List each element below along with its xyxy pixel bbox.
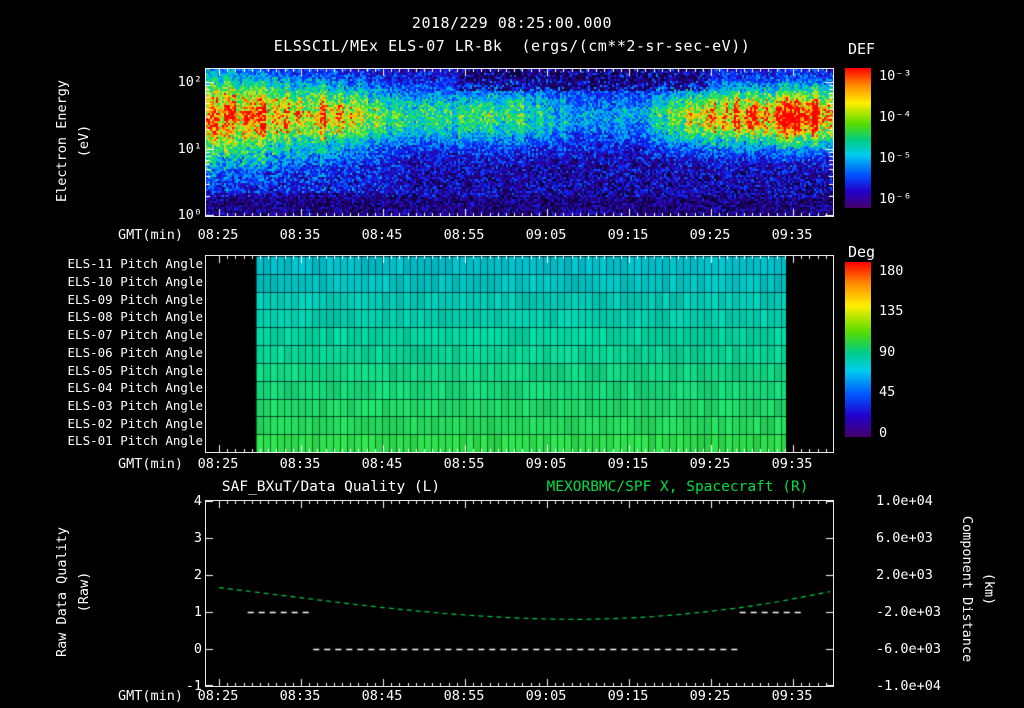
quality-y-tick: 2 <box>193 567 202 583</box>
x-tick: 08:25 <box>197 688 239 704</box>
bottom-left-title: SAF_BXuT/Data Quality (L) <box>221 479 441 495</box>
deg-colorbar <box>845 262 871 437</box>
x-axis-label: GMT(min) <box>117 456 183 472</box>
spectrogram-title: ELSSCIL/MEx ELS-07 LR-Bk (ergs/(cm**2-sr… <box>273 37 751 55</box>
x-tick: 08:35 <box>279 227 321 243</box>
def-colorbar <box>845 68 871 208</box>
quality-y-axis-units: (Raw) <box>76 571 92 613</box>
x-tick: 09:15 <box>607 227 649 243</box>
colorbar-deg-tick: 135 <box>879 303 904 319</box>
x-tick: 09:15 <box>607 688 649 704</box>
pitch-row-label: ELS-02 Pitch Angle <box>67 416 203 431</box>
distance-y-tick: 2.0e+03 <box>876 567 933 583</box>
distance-y-tick: -2.0e+03 <box>876 604 942 620</box>
pitch-row-label: ELS-09 Pitch Angle <box>67 292 203 307</box>
spec-y-axis-units: (eV) <box>76 124 92 158</box>
colorbar-deg-tick: 180 <box>879 263 904 279</box>
quality-y-tick: 4 <box>193 493 202 509</box>
x-tick: 09:05 <box>525 688 567 704</box>
pitch-angle-canvas <box>205 255 834 453</box>
colorbar-deg-tick: 90 <box>879 344 896 360</box>
spec-y-axis-label: Electron Energy <box>54 80 70 202</box>
colorbar-def-tick: 10⁻⁵ <box>879 150 912 166</box>
x-tick: 09:25 <box>689 688 731 704</box>
pitch-row-label: ELS-04 Pitch Angle <box>67 380 203 395</box>
x-tick: 08:45 <box>361 456 403 472</box>
x-tick: 08:35 <box>279 688 321 704</box>
x-tick: 08:35 <box>279 456 321 472</box>
pitch-row-label: ELS-03 Pitch Angle <box>67 398 203 413</box>
quality-y-tick: 1 <box>193 604 202 620</box>
distance-y-tick: -6.0e+03 <box>876 641 942 657</box>
colorbar-def-tick: 10⁻⁴ <box>879 109 912 125</box>
x-axis-label: GMT(min) <box>117 227 183 243</box>
x-tick: 08:25 <box>197 227 239 243</box>
page-title: 2018/229 08:25:00.000 <box>411 14 613 32</box>
x-tick: 08:45 <box>361 227 403 243</box>
spec-y-tick: 10¹ <box>177 141 202 157</box>
colorbar-def-title: DEF <box>848 40 876 58</box>
pitch-row-label: ELS-08 Pitch Angle <box>67 309 203 324</box>
quality-y-axis-label: Raw Data Quality <box>54 526 70 658</box>
x-tick: 09:35 <box>771 688 813 704</box>
spec-y-tick: 10⁰ <box>177 207 202 223</box>
distance-y-axis-units: (km) <box>981 572 997 606</box>
spec-y-tick: 10² <box>177 74 202 90</box>
colorbar-deg-tick: 0 <box>879 425 888 441</box>
pitch-row-label: ELS-07 Pitch Angle <box>67 327 203 342</box>
bottom-right-title: MEXORBMC/SPF X, Spacecraft (R) <box>546 479 809 495</box>
x-tick: 08:55 <box>443 688 485 704</box>
quality-y-tick: -1 <box>185 678 202 694</box>
pitch-row-label: ELS-01 Pitch Angle <box>67 433 203 448</box>
pitch-row-label: ELS-05 Pitch Angle <box>67 363 203 378</box>
quality-y-tick: 3 <box>193 530 202 546</box>
x-tick: 08:55 <box>443 456 485 472</box>
distance-y-tick: 6.0e+03 <box>876 530 933 546</box>
x-tick: 09:15 <box>607 456 649 472</box>
x-tick: 09:35 <box>771 456 813 472</box>
x-tick: 09:05 <box>525 227 567 243</box>
colorbar-deg-tick: 45 <box>879 384 896 400</box>
distance-y-tick: 1.0e+04 <box>876 493 933 509</box>
x-tick: 08:55 <box>443 227 485 243</box>
x-tick: 09:05 <box>525 456 567 472</box>
x-tick: 08:25 <box>197 456 239 472</box>
spectrogram-canvas <box>205 68 834 217</box>
x-tick: 09:25 <box>689 456 731 472</box>
quality-y-tick: 0 <box>193 641 202 657</box>
quality-distance-canvas <box>205 500 834 687</box>
x-axis-label: GMT(min) <box>117 688 183 704</box>
pitch-row-label: ELS-11 Pitch Angle <box>67 256 203 271</box>
pitch-row-label: ELS-10 Pitch Angle <box>67 274 203 289</box>
colorbar-def-tick: 10⁻³ <box>879 68 912 84</box>
x-tick: 09:35 <box>771 227 813 243</box>
colorbar-def-tick: 10⁻⁶ <box>879 191 912 207</box>
distance-y-axis-label: Component Distance <box>959 515 975 663</box>
x-tick: 08:45 <box>361 688 403 704</box>
distance-y-tick: -1.0e+04 <box>876 678 942 694</box>
pitch-row-label: ELS-06 Pitch Angle <box>67 345 203 360</box>
colorbar-deg-title: Deg <box>848 243 876 261</box>
x-tick: 09:25 <box>689 227 731 243</box>
